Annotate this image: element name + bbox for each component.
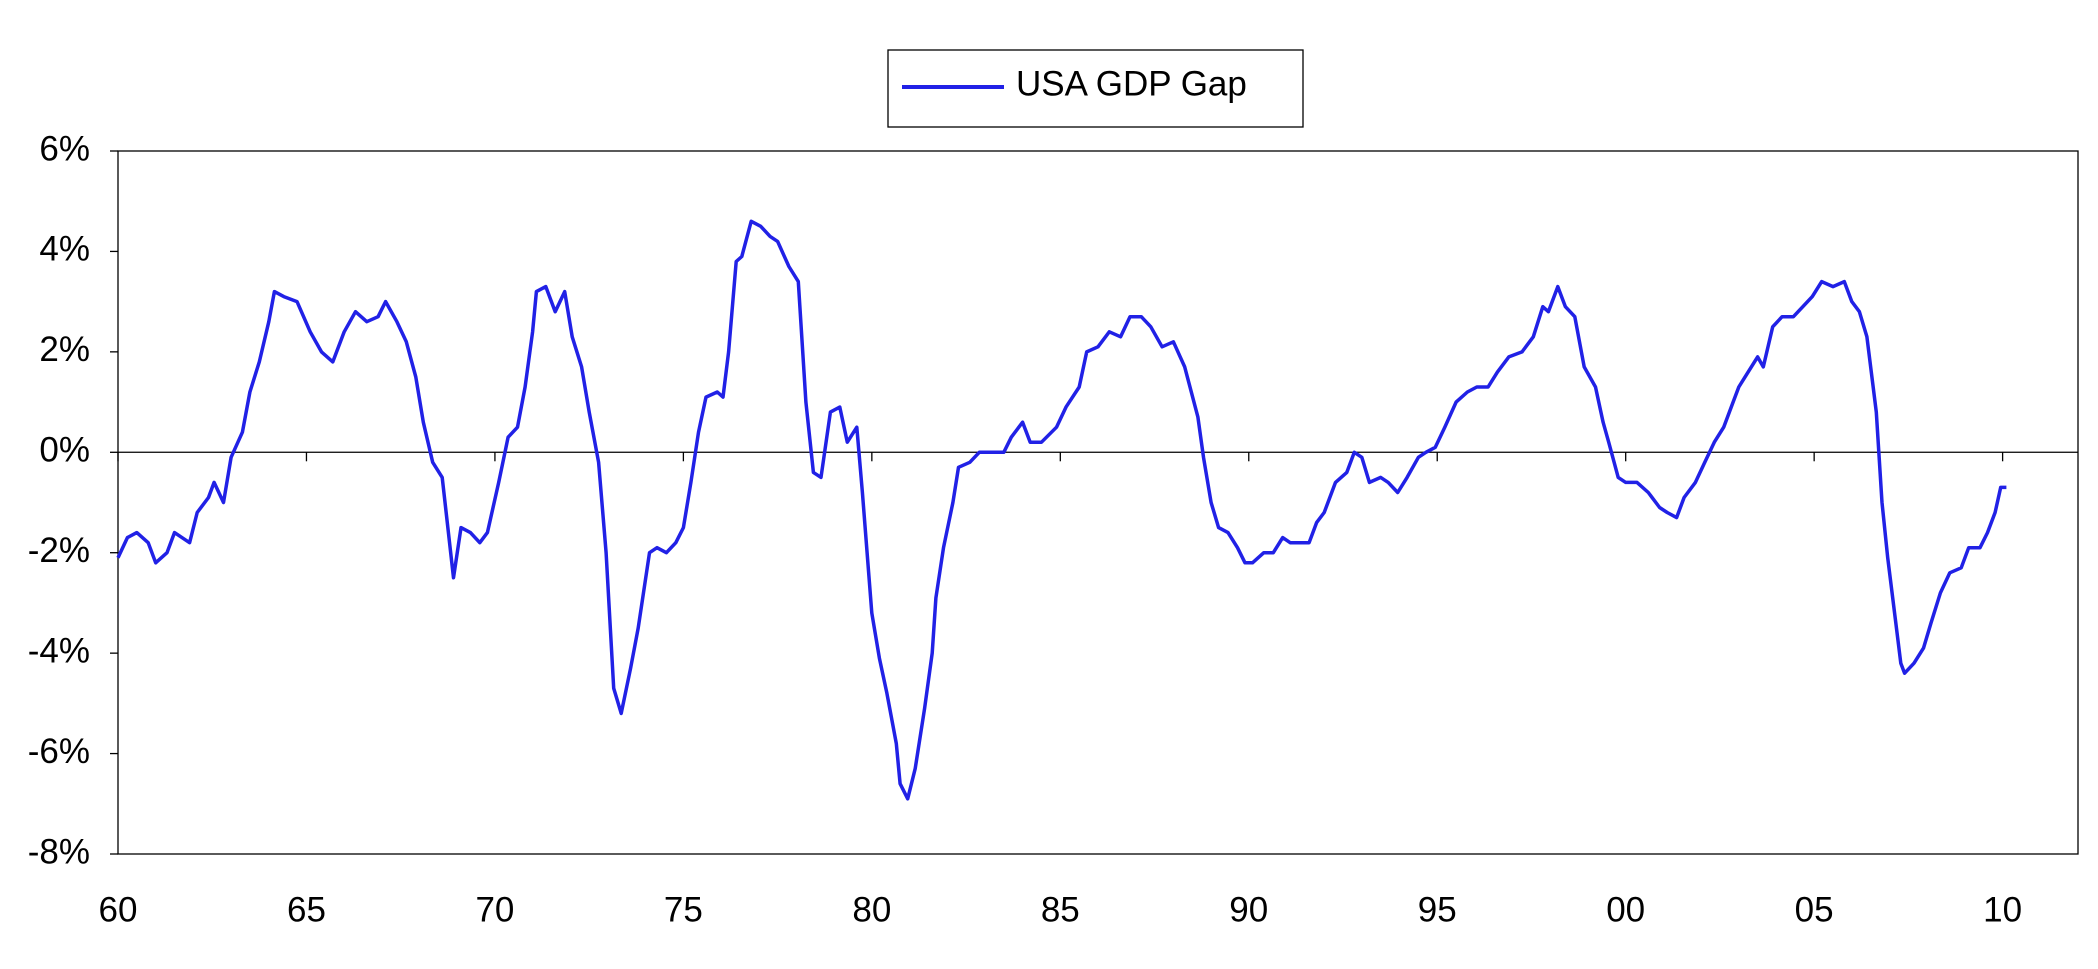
x-tick-label: 85 xyxy=(1041,890,1080,929)
x-tick-label: 75 xyxy=(664,890,703,929)
y-tick-label: 4% xyxy=(39,230,90,269)
plot-area xyxy=(117,150,2079,855)
x-tick-label: 80 xyxy=(852,890,891,929)
x-tick-label: 60 xyxy=(99,890,138,929)
x-tick-label: 70 xyxy=(475,890,514,929)
x-tick-label: 05 xyxy=(1795,890,1834,929)
y-tick-label: 2% xyxy=(39,330,90,369)
x-tick-label: 00 xyxy=(1606,890,1645,929)
y-tick-label: -2% xyxy=(28,531,90,570)
legend-label: USA GDP Gap xyxy=(1016,64,1247,103)
x-tick-label: 95 xyxy=(1418,890,1457,929)
x-tick-label: 10 xyxy=(1983,890,2022,929)
y-tick-label: -6% xyxy=(28,732,90,771)
x-tick-label: 90 xyxy=(1229,890,1268,929)
y-tick-label: 6% xyxy=(39,129,90,168)
x-tick-label: 65 xyxy=(287,890,326,929)
y-tick-label: 0% xyxy=(39,431,90,470)
line-series xyxy=(116,219,2007,801)
y-tick-label: -4% xyxy=(28,631,90,670)
y-tick-label: -8% xyxy=(28,832,90,871)
